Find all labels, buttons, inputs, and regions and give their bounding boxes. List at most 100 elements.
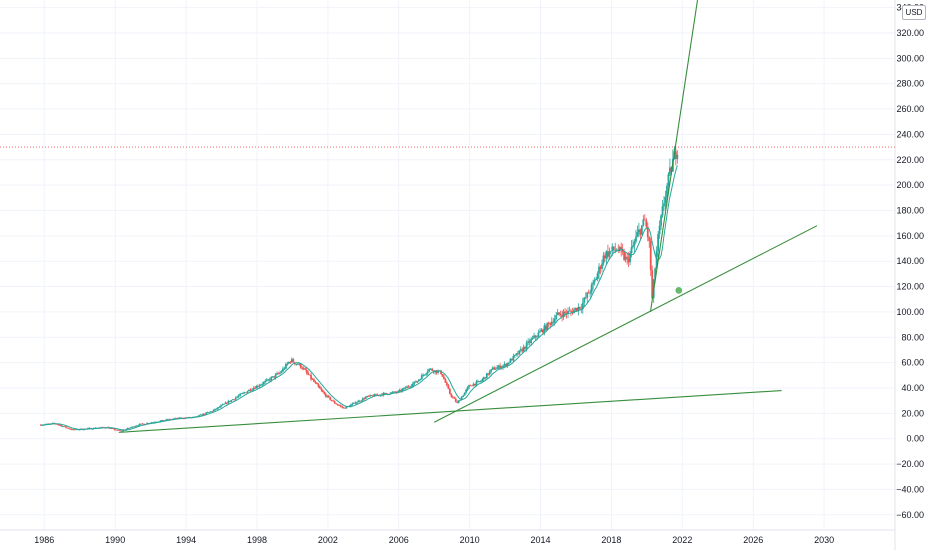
candle-body: [466, 387, 469, 390]
candle-body: [448, 388, 451, 394]
y-tick-label: 280.00: [896, 79, 924, 89]
candle-body: [119, 430, 122, 432]
y-tick-label: −60.00: [896, 510, 924, 520]
candle-body: [335, 403, 338, 405]
candle-body: [211, 411, 213, 413]
candle-body: [524, 346, 527, 349]
candle-body: [567, 311, 569, 314]
candle-body: [590, 284, 593, 293]
candle-body: [200, 414, 203, 416]
candle-body: [358, 400, 361, 402]
candle-body: [214, 408, 216, 411]
candle-body: [352, 402, 355, 404]
candle-body: [583, 297, 586, 303]
candle-body: [397, 390, 400, 393]
currency-badge[interactable]: USD: [902, 5, 926, 20]
candle-body: [310, 374, 312, 380]
candle-body: [254, 388, 256, 389]
price-axis[interactable]: 340.00320.00300.00280.00260.00240.00220.…: [896, 3, 924, 520]
candle-body: [137, 425, 140, 427]
candle-body: [661, 206, 664, 216]
y-tick-label: 200.00: [896, 180, 924, 190]
candle-body: [417, 379, 420, 382]
candle-body: [366, 395, 369, 398]
candle-body: [228, 401, 231, 402]
candle-body: [131, 426, 134, 428]
candle-body: [128, 427, 131, 429]
candle-body: [208, 411, 211, 413]
candle-body: [295, 363, 298, 365]
candle-body: [268, 379, 271, 381]
candle-body: [620, 247, 623, 250]
candle-body: [649, 240, 652, 271]
y-tick-label: 20.00: [901, 408, 924, 418]
candle-body: [465, 389, 468, 393]
candle-body: [494, 368, 497, 370]
candle-body: [570, 310, 572, 312]
trendline: [433, 225, 818, 423]
candle-body: [259, 384, 262, 386]
candle-body: [311, 379, 314, 380]
candle-body: [407, 386, 410, 388]
candle-body: [528, 341, 531, 343]
candle-body: [621, 249, 624, 253]
candle-body: [370, 395, 373, 396]
candle-body: [287, 361, 290, 364]
candle-body: [475, 381, 478, 386]
candle-body: [59, 424, 61, 426]
candle-body: [308, 374, 311, 376]
candle-body: [285, 363, 287, 369]
candle-body: [562, 311, 565, 318]
y-tick-label: −20.00: [896, 459, 924, 469]
candle-body: [419, 379, 422, 381]
candle-body: [655, 251, 658, 269]
candle-body: [385, 392, 388, 394]
candle-body: [614, 249, 617, 251]
candle-body: [363, 398, 366, 400]
candle-body: [246, 391, 249, 393]
candle-body: [515, 353, 518, 355]
candle-body: [601, 263, 603, 269]
candle-body: [429, 368, 432, 370]
candle-body: [426, 371, 429, 374]
candle-body: [658, 225, 661, 235]
candle-body: [674, 151, 677, 160]
candle-body: [273, 376, 276, 378]
candle-body: [199, 414, 202, 416]
candle-body: [320, 388, 323, 391]
candle-body: [431, 368, 434, 371]
moving-average-line: [40, 165, 678, 431]
trendlines[interactable]: [118, 0, 818, 433]
candle-body: [648, 237, 651, 241]
candle-body: [660, 215, 662, 226]
candle-body: [302, 368, 305, 370]
time-axis[interactable]: 1986 1990 1994 1998 2002 2006 2010 2014 2018 2022…: [34, 535, 834, 545]
candle-body: [550, 321, 553, 325]
candle-body: [527, 341, 530, 343]
candle-body: [612, 246, 615, 251]
candle-body: [589, 292, 592, 294]
x-tick-label: 1986: [34, 535, 54, 545]
candle-body: [508, 362, 510, 364]
y-tick-label: 320.00: [896, 28, 924, 38]
candle-body: [129, 427, 132, 429]
candle-body: [202, 413, 205, 416]
candle-body: [178, 417, 181, 419]
candle-body: [544, 325, 547, 330]
candle-body: [577, 306, 580, 312]
candle-body: [271, 376, 274, 378]
candle-body: [341, 406, 343, 408]
candle-body: [623, 252, 626, 260]
candle-body: [78, 429, 81, 431]
candle-body: [118, 429, 120, 431]
candle-body: [505, 364, 507, 367]
candle-body: [224, 402, 227, 404]
candle-body: [72, 429, 75, 431]
candle-body: [669, 167, 671, 175]
candle-body: [56, 423, 58, 425]
candle-body: [299, 363, 302, 368]
candle-body: [255, 385, 258, 389]
candle-body: [400, 390, 403, 392]
candle-body: [333, 401, 336, 404]
